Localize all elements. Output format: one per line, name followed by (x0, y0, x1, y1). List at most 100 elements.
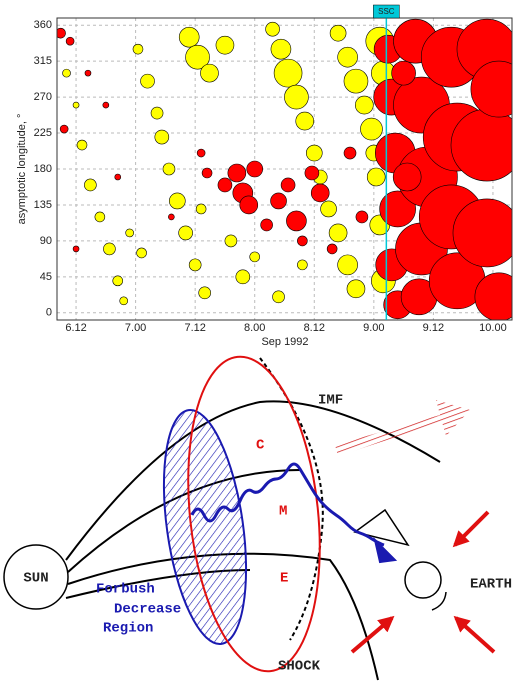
sun (3, 544, 69, 610)
bubble (102, 101, 110, 109)
bubble (329, 24, 347, 42)
diagram (3, 355, 496, 681)
bubble (125, 228, 134, 238)
bubble (196, 148, 206, 158)
bubble (452, 198, 512, 268)
bubble (168, 213, 175, 221)
bubble (162, 162, 176, 176)
bubble (195, 203, 207, 215)
bubble (65, 36, 75, 46)
y-tick-label: 0 (46, 307, 52, 319)
plot-frame (56, 17, 513, 321)
markers (57, 18, 512, 320)
bubble (136, 247, 147, 259)
earth (404, 561, 442, 599)
bubble (270, 192, 287, 210)
bubble (72, 101, 80, 109)
bubble (297, 235, 308, 247)
x-tick-label: 9.00 (363, 322, 384, 334)
bubble (310, 183, 330, 203)
bubble (185, 44, 210, 70)
bubble (140, 73, 155, 89)
bubble (178, 26, 200, 48)
cone (353, 508, 410, 547)
bubble (270, 38, 292, 60)
bubble (188, 258, 202, 272)
y-tick-label: 180 (34, 163, 52, 175)
bubble (260, 218, 273, 232)
diagram-labels: IMF C M E SUN Forbush Decrease Region EA… (23, 393, 512, 675)
y-tick-label: 90 (40, 235, 52, 247)
bubble (103, 242, 116, 256)
compression-arrow (453, 615, 496, 654)
bubble (178, 225, 193, 241)
bubble (114, 173, 122, 181)
cme-loop (187, 355, 321, 673)
bubble (154, 129, 170, 145)
bubble (62, 68, 71, 78)
bubble (470, 60, 512, 118)
bubble (286, 210, 307, 232)
particle-path (190, 462, 385, 547)
bubble (112, 275, 124, 287)
bubble (328, 223, 348, 243)
arrow-head (373, 536, 398, 564)
shock-front (259, 357, 324, 641)
label: Decrease (114, 602, 181, 618)
label: SHOCK (278, 659, 321, 675)
bubble (343, 146, 357, 160)
bubble (119, 296, 129, 306)
x-axis-label: Sep 1992 (261, 336, 308, 348)
bubble (355, 210, 369, 224)
bubble (200, 63, 219, 83)
bubble (391, 60, 416, 86)
bubble (72, 245, 80, 253)
bubble (273, 58, 303, 88)
bubble (132, 43, 144, 55)
bubble (366, 167, 386, 187)
x-tick-label: 10.00 (479, 322, 507, 334)
bubble (246, 160, 264, 178)
bubble (474, 272, 512, 320)
bubble (337, 254, 358, 276)
bubble (76, 139, 88, 151)
bubble (272, 290, 285, 304)
ssc-label: SSC (378, 7, 395, 16)
bubble (235, 269, 251, 285)
label: M (279, 504, 287, 520)
bubble (201, 167, 213, 179)
label: SUN (23, 571, 48, 587)
compression-arrow (452, 510, 490, 548)
bubble (392, 162, 422, 192)
bubble (360, 117, 383, 141)
bubble (57, 27, 66, 39)
field-line (67, 552, 379, 681)
bubble (239, 195, 259, 215)
label: IMF (318, 393, 343, 409)
compression-arrow (350, 615, 395, 654)
bubble (84, 178, 97, 192)
y-tick-label: 270 (34, 91, 52, 103)
bubble (326, 243, 338, 255)
x-tick-label: 9.12 (423, 322, 444, 334)
bubble (227, 163, 247, 183)
bubble (215, 35, 235, 55)
x-tick-label: 7.00 (125, 322, 146, 334)
x-tick-label: 8.12 (304, 322, 325, 334)
bubble (150, 106, 164, 120)
ssc-box (373, 4, 400, 19)
y-tick-label: 315 (34, 55, 52, 67)
y-tick-label: 135 (34, 199, 52, 211)
label: C (256, 438, 265, 454)
y-axis-label: asymptotic longitude, ° (16, 114, 28, 225)
bubble (217, 177, 233, 193)
label: EARTH (470, 577, 512, 593)
bubble (169, 192, 186, 210)
bubble (337, 46, 358, 68)
bubble (198, 286, 211, 300)
bubble (346, 279, 366, 299)
forbush-region (162, 409, 248, 645)
bubble (295, 111, 315, 131)
bubble (265, 21, 280, 37)
